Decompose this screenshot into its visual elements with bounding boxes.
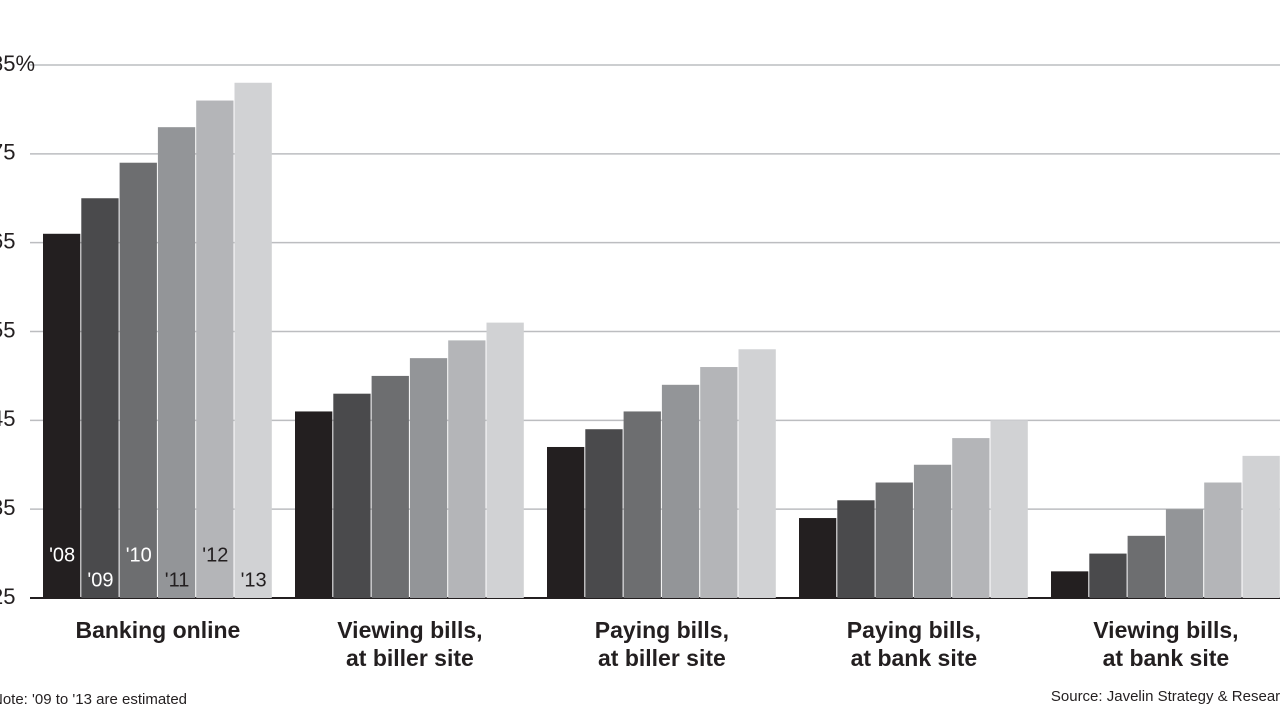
bar	[585, 429, 623, 598]
series-label: '12	[202, 544, 228, 566]
y-tick-label: 75	[0, 140, 15, 165]
bar	[81, 198, 119, 598]
bar	[875, 482, 913, 598]
y-tick-label: 85%	[0, 51, 35, 76]
y-tick-label: 45	[0, 406, 15, 431]
x-tick-label-line: Paying bills,	[847, 617, 981, 643]
y-tick-label: 55	[0, 317, 15, 342]
x-tick-label-line: Viewing bills,	[1093, 617, 1238, 643]
bar	[333, 393, 371, 598]
y-tick-label: 25	[0, 584, 15, 609]
bar	[623, 411, 661, 598]
bar	[990, 420, 1028, 598]
series-label: '11	[165, 569, 190, 591]
series-label: '13	[241, 569, 267, 591]
bar	[448, 340, 486, 598]
bar	[234, 82, 272, 599]
bar	[1089, 553, 1127, 598]
x-tick-label-line: at bank site	[1103, 645, 1230, 671]
y-tick-label: 65	[0, 228, 15, 253]
bar	[1204, 482, 1242, 598]
x-tick-label-line: Viewing bills,	[337, 617, 482, 643]
x-tick-label-line: Paying bills,	[595, 617, 729, 643]
bar	[409, 358, 448, 598]
bar	[295, 411, 333, 598]
x-tick-label-line: Banking online	[75, 617, 240, 643]
bar	[738, 349, 776, 598]
note: Note: '09 to '13 are estimated	[0, 691, 187, 708]
y-tick-label: 35	[0, 495, 15, 520]
bar	[486, 322, 524, 598]
bar	[913, 464, 952, 598]
x-tick-label-line: at biller site	[346, 645, 474, 671]
bar	[1127, 535, 1165, 598]
x-tick-label: Paying bills, at bank site	[847, 617, 981, 671]
x-tick-label: Viewing bills, at biller site	[337, 617, 482, 671]
bar	[1242, 455, 1280, 598]
bar	[1165, 509, 1204, 598]
series-label: '08	[49, 544, 75, 566]
bar	[799, 518, 837, 598]
x-tick-label-line: at bank site	[851, 645, 978, 671]
bar	[837, 500, 875, 598]
bar	[661, 384, 700, 598]
x-tick-label: Viewing bills, at bank site	[1093, 617, 1238, 671]
series-label: '09	[87, 569, 113, 591]
x-tick-label: Banking online	[75, 617, 240, 643]
series-label: '10	[126, 544, 152, 566]
x-tick-label: Paying bills, at biller site	[595, 617, 729, 671]
bar	[119, 162, 157, 598]
bar	[1051, 571, 1089, 598]
source: Source: Javelin Strategy & Research	[1051, 688, 1280, 705]
bar	[157, 127, 196, 598]
x-tick-label-line: at biller site	[598, 645, 726, 671]
bar	[700, 367, 738, 598]
bar	[371, 375, 409, 598]
bar	[196, 100, 234, 599]
bar	[952, 438, 990, 598]
bar	[547, 446, 585, 598]
bar	[43, 233, 81, 599]
